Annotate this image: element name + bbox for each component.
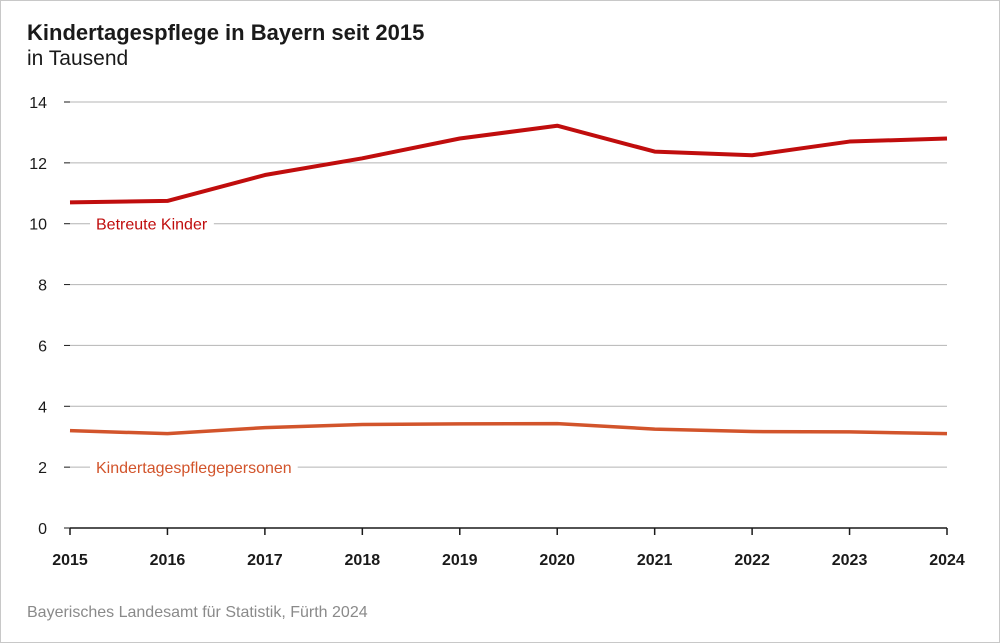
y-tick-label: 10 (29, 217, 47, 234)
y-axis-tick-labels: 0 2 4 6 8 10 12 14 (29, 95, 47, 538)
series-line-2 (69, 421, 948, 436)
series-lines (69, 123, 948, 436)
y-tick-label: 8 (38, 278, 47, 295)
y-tick-label: 4 (38, 399, 47, 416)
x-tick-label: 2016 (150, 552, 186, 569)
x-axis: 2015 2016 2017 2018 2019 2020 2021 2022 2023 2024 (52, 527, 965, 569)
x-tick-label: 2018 (345, 552, 381, 569)
series-label-background (90, 214, 214, 236)
source-note: Bayerisches Landesamt für Statistik, Für… (27, 604, 368, 621)
chart-subtitle: in Tausend (27, 47, 129, 70)
series-labels: Betreute Kinder Kindertagespflegepersonen (90, 214, 298, 480)
y-tick-label: 0 (38, 521, 47, 538)
x-tick-label: 2020 (539, 552, 575, 569)
series-label: Kindertagespflegepersonen (96, 460, 292, 477)
series-label-background (90, 458, 298, 480)
y-tick-label: 14 (29, 95, 47, 112)
x-tick-label: 2022 (734, 552, 770, 569)
gridlines (64, 101, 947, 529)
x-tick-label: 2019 (442, 552, 478, 569)
x-tick-label: 2021 (637, 552, 673, 569)
y-tick-label: 6 (38, 338, 47, 355)
x-tick-label: 2017 (247, 552, 283, 569)
x-tick-label: 2024 (929, 552, 965, 569)
x-tick-label: 2023 (832, 552, 868, 569)
x-tick-label: 2015 (52, 552, 88, 569)
series-line-1 (69, 123, 948, 205)
chart-title: Kindertagespflege in Bayern seit 2015 (27, 20, 425, 45)
series-label: Betreute Kinder (96, 217, 208, 234)
y-tick-label: 2 (38, 460, 47, 477)
y-tick-label: 12 (29, 156, 47, 173)
